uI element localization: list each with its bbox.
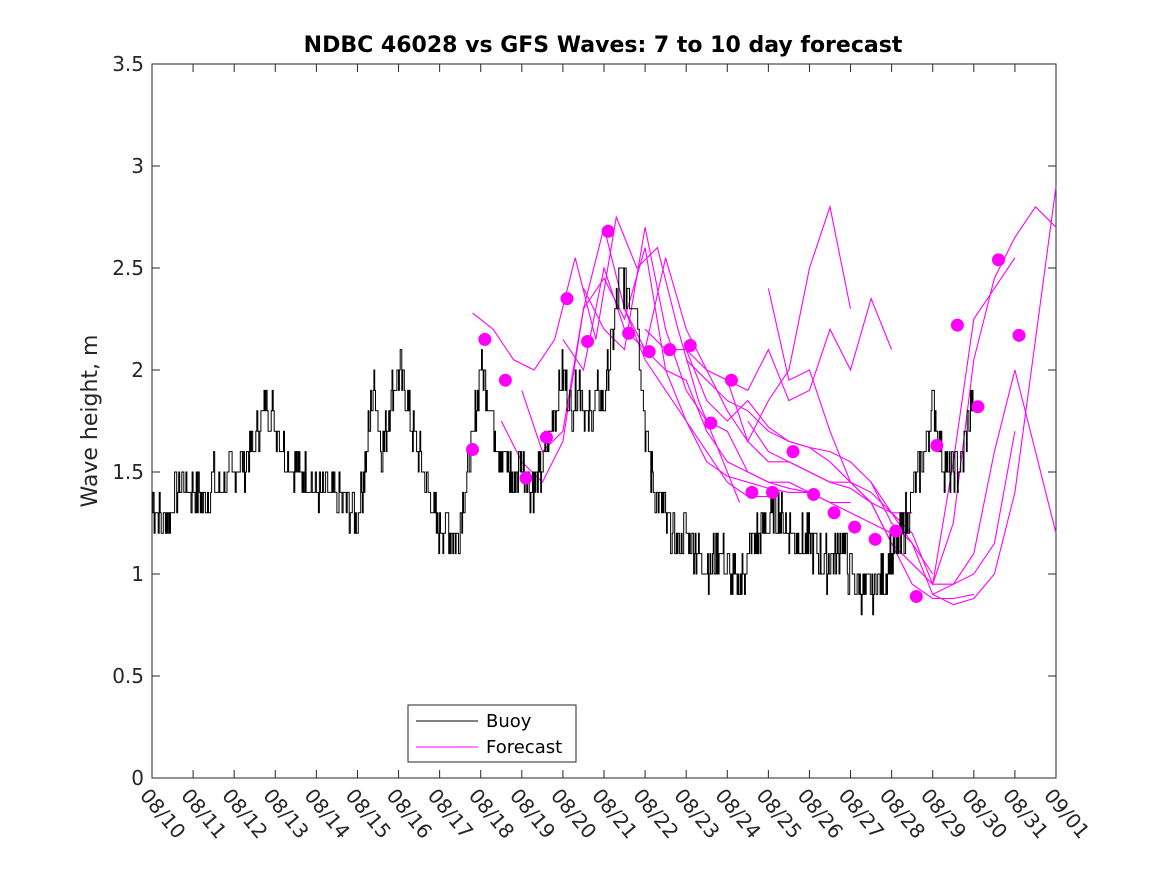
forecast-markers <box>466 224 1026 603</box>
buoy-series <box>152 267 974 616</box>
legend-forecast-label: Forecast <box>486 737 562 758</box>
forecast-marker <box>642 345 656 359</box>
forecast-marker <box>765 485 779 499</box>
y-tick-label: 1 <box>131 562 144 586</box>
forecast-marker <box>601 224 615 238</box>
forecast-marker <box>519 471 533 485</box>
forecast-marker <box>991 253 1005 267</box>
forecast-marker <box>724 373 738 387</box>
y-tick-label: 0.5 <box>112 664 144 688</box>
axes-box <box>151 63 1057 779</box>
y-tick-label: 3 <box>131 154 144 178</box>
forecast-marker <box>478 332 492 346</box>
forecast-marker <box>683 339 697 353</box>
forecast-marker <box>971 400 985 414</box>
y-tick-label: 1.5 <box>112 460 144 484</box>
forecast-line <box>727 296 893 402</box>
legend: Buoy Forecast <box>407 704 577 763</box>
buoy-line <box>152 267 974 616</box>
forecast-line <box>562 265 851 504</box>
forecast-line <box>932 205 1057 585</box>
forecast-line <box>685 204 852 443</box>
chart-title: NDBC 46028 vs GFS Waves: 7 to 10 day for… <box>304 33 903 58</box>
forecast-line <box>472 214 741 503</box>
forecast-line <box>685 359 974 600</box>
forecast-marker <box>909 589 923 603</box>
forecast-marker <box>560 292 574 306</box>
plot-area <box>151 63 1057 779</box>
forecast-marker <box>848 520 862 534</box>
forecast-line <box>767 288 1016 585</box>
forecast-marker <box>745 485 759 499</box>
y-tick-label: 0 <box>131 766 144 790</box>
y-axis: 0 0.5 1 1.5 2 2.5 3 3.5 <box>112 52 1056 790</box>
forecast-marker <box>581 334 595 348</box>
forecast-marker <box>889 524 903 538</box>
forecast-marker <box>930 438 944 452</box>
forecast-marker <box>466 443 480 457</box>
forecast-marker <box>1012 328 1026 342</box>
forecast-marker <box>868 532 882 546</box>
forecast-line <box>624 257 913 514</box>
forecast-marker <box>786 445 800 459</box>
y-tick-label: 2 <box>131 358 144 382</box>
legend-buoy-label: Buoy <box>486 711 532 732</box>
forecast-line <box>583 227 892 534</box>
forecast-marker <box>950 318 964 332</box>
forecast-line <box>932 369 1057 595</box>
y-tick-label: 3.5 <box>112 52 144 76</box>
y-tick-label: 2.5 <box>112 256 144 280</box>
forecast-marker <box>539 430 553 444</box>
y-axis-label: Wave height, m <box>78 335 103 508</box>
forecast-line <box>500 247 769 498</box>
forecast-marker <box>622 326 636 340</box>
forecast-marker <box>498 373 512 387</box>
forecast-marker <box>663 343 677 357</box>
forecast-marker <box>807 487 821 501</box>
legend-box <box>407 704 577 763</box>
forecast-marker <box>704 416 718 430</box>
forecast-marker <box>827 506 841 520</box>
